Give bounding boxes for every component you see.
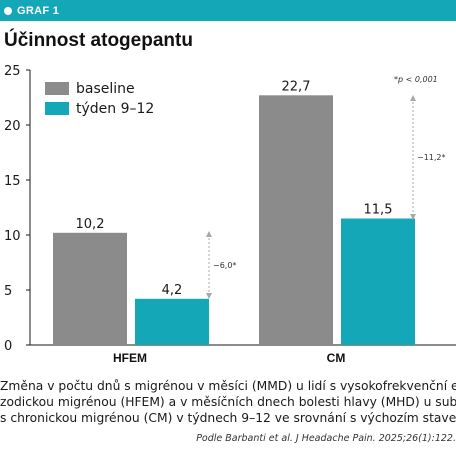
bar-hfem-treatment <box>135 298 209 345</box>
hfem-arrow-head-top <box>206 231 212 237</box>
legend-swatch-baseline <box>45 82 69 95</box>
legend: baseline týden 9–12 <box>45 81 154 117</box>
caption-line-3: s chronickou migrénou (CM) v týdnech 9–1… <box>0 411 456 426</box>
hfem-difference-label: −6,0* <box>213 261 236 270</box>
y-tick-label: 0 <box>4 339 12 354</box>
bar-cm-baseline <box>259 95 333 345</box>
source-citation: Podle Barbanti et al. J Headache Pain. 2… <box>196 433 456 444</box>
data-label-cm-treatment: 11,5 <box>364 203 393 218</box>
data-label-hfem-baseline: 10,2 <box>76 217 105 232</box>
bar-cm-treatment <box>341 218 415 345</box>
p-value-note: *p < 0,001 <box>394 75 438 84</box>
caption-line-2: zodickou migrénou (HFEM) a v měsíčních d… <box>0 395 456 410</box>
cm-arrow-head-top <box>410 95 416 101</box>
chart-title: Účinnost atogepantu <box>4 30 193 51</box>
x-tick-label-cm: CM <box>327 351 346 365</box>
bullet-icon <box>4 6 12 15</box>
y-axis: 0 5 10 15 20 25 <box>4 64 31 354</box>
data-label-cm-baseline: 22,7 <box>282 79 311 94</box>
hfem-difference-annotation: −6,0* <box>206 231 236 299</box>
x-tick-label-hfem: HFEM <box>113 351 147 365</box>
legend-swatch-treatment <box>45 102 69 115</box>
y-tick-label: 25 <box>4 64 21 79</box>
legend-label-treatment: týden 9–12 <box>76 101 154 117</box>
figure-header-bar: GRAF 1 <box>0 0 456 21</box>
bar-chart: 0 5 10 15 20 25 baseline týden 9–12 10,2 4,2 22… <box>4 64 456 365</box>
bar-hfem-baseline <box>53 232 127 345</box>
data-label-hfem-treatment: 4,2 <box>162 283 183 298</box>
legend-label-baseline: baseline <box>76 81 135 97</box>
y-tick-label: 5 <box>4 284 12 299</box>
hfem-arrow-head-bottom <box>206 293 212 299</box>
cm-difference-annotation: −11,2* <box>410 95 446 220</box>
caption-line-1: Změna v počtu dnů s migrénou v měsíci (M… <box>0 379 456 393</box>
cm-arrow-head-bottom <box>410 214 416 220</box>
cm-difference-label: −11,2* <box>417 153 446 162</box>
y-tick-label: 15 <box>4 174 21 189</box>
figure-label: GRAF 1 <box>17 4 60 17</box>
y-tick-label: 20 <box>4 119 21 134</box>
figure-caption: Změna v počtu dnů s migrénou v měsíci (M… <box>0 378 456 427</box>
y-tick-label: 10 <box>4 229 21 244</box>
